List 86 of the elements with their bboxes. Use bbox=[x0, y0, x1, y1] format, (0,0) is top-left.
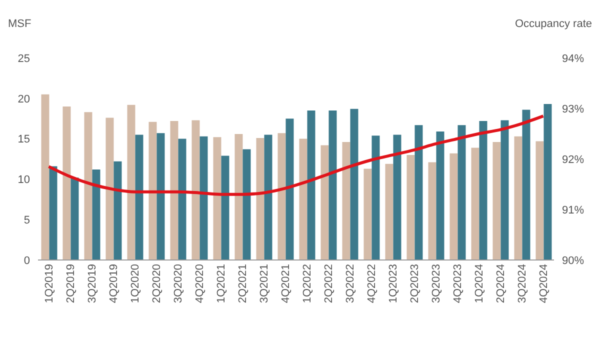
bar bbox=[84, 112, 92, 260]
bar bbox=[41, 94, 50, 260]
bar bbox=[70, 178, 79, 260]
bar bbox=[178, 138, 186, 260]
x-tick-label: 3Q2023 bbox=[430, 264, 443, 304]
bar bbox=[307, 110, 316, 260]
bar bbox=[127, 104, 136, 260]
x-tick-label: 3Q2019 bbox=[86, 264, 99, 304]
bar bbox=[500, 120, 509, 260]
y-tick-label: 20 bbox=[18, 93, 30, 106]
bar bbox=[342, 142, 350, 260]
bar bbox=[299, 138, 308, 260]
bar bbox=[256, 138, 264, 260]
bar bbox=[406, 154, 415, 260]
bar bbox=[536, 141, 544, 260]
bar bbox=[479, 121, 488, 260]
y-tick-label: 10 bbox=[18, 174, 30, 186]
y2-tick-label: 91% bbox=[562, 204, 584, 216]
x-tick-label: 2Q2020 bbox=[151, 264, 164, 304]
bar bbox=[492, 142, 501, 260]
x-tick-label: 1Q2019 bbox=[44, 264, 56, 304]
y2-tick-label: 93% bbox=[562, 103, 584, 116]
x-tick-label: 4Q2022 bbox=[366, 264, 378, 304]
bar bbox=[458, 125, 466, 260]
bar bbox=[350, 108, 358, 260]
bar bbox=[106, 118, 114, 260]
x-tick-label: 4Q2021 bbox=[280, 264, 292, 304]
x-tick-label: 1Q2023 bbox=[388, 264, 400, 304]
x-tick-label: 4Q2023 bbox=[452, 264, 464, 304]
y2-axis-title: Occupancy rate bbox=[514, 18, 592, 30]
bar bbox=[372, 136, 380, 260]
x-tick-label: 2Q2022 bbox=[323, 264, 336, 304]
x-tick-label: 4Q2019 bbox=[108, 264, 120, 304]
bar bbox=[49, 166, 58, 260]
x-tick-label: 1Q2021 bbox=[216, 264, 228, 304]
bar bbox=[92, 170, 100, 260]
bar bbox=[213, 137, 222, 260]
bar bbox=[221, 156, 230, 260]
y2-tick-label: 94% bbox=[562, 52, 584, 65]
bar bbox=[200, 136, 208, 260]
bar bbox=[242, 149, 251, 260]
bar bbox=[393, 134, 402, 260]
bar bbox=[170, 121, 178, 260]
bar bbox=[385, 164, 394, 260]
bar bbox=[364, 168, 372, 260]
bar bbox=[514, 136, 522, 260]
x-tick-label: 4Q2020 bbox=[194, 264, 206, 304]
x-tick-label: 1Q2020 bbox=[130, 264, 142, 304]
bar bbox=[114, 161, 122, 260]
bar bbox=[450, 153, 458, 260]
bar bbox=[436, 132, 444, 260]
bar bbox=[414, 125, 423, 260]
x-tick-label: 4Q2024 bbox=[538, 264, 550, 304]
y-tick-label: 15 bbox=[18, 134, 30, 146]
bar bbox=[278, 133, 286, 260]
bar bbox=[544, 104, 552, 260]
line-series bbox=[47, 114, 545, 196]
y2-tick-label: 90% bbox=[562, 254, 584, 267]
x-tick-label: 3Q2024 bbox=[516, 264, 529, 304]
y-tick-label: 25 bbox=[18, 52, 30, 65]
bar bbox=[428, 162, 436, 260]
x-tick-label: 2Q2021 bbox=[237, 264, 250, 304]
y-axis-title: MSF bbox=[8, 18, 32, 30]
bar bbox=[148, 122, 157, 260]
bar bbox=[286, 118, 294, 260]
y-tick-label: 5 bbox=[24, 214, 30, 227]
x-tick-label: 3Q2021 bbox=[258, 264, 271, 304]
x-tick-label: 2Q2023 bbox=[409, 264, 422, 304]
x-tick-label: 1Q2022 bbox=[302, 264, 314, 304]
x-tick-label: 2Q2019 bbox=[65, 264, 78, 304]
bar bbox=[328, 110, 337, 260]
bar bbox=[234, 134, 243, 260]
y2-tick-label: 92% bbox=[562, 154, 584, 166]
x-tick-label: 3Q2020 bbox=[172, 264, 185, 304]
x-tick-label: 2Q2024 bbox=[495, 264, 508, 304]
x-tick-label: 1Q2024 bbox=[474, 264, 486, 304]
bar bbox=[135, 134, 144, 260]
bar bbox=[320, 145, 329, 260]
x-tick-label: 3Q2022 bbox=[344, 264, 357, 304]
bar bbox=[192, 120, 200, 260]
bar bbox=[62, 106, 71, 260]
bar bbox=[264, 134, 272, 260]
bar bbox=[156, 133, 165, 260]
y-tick-label: 0 bbox=[24, 254, 30, 267]
bar bbox=[522, 110, 530, 260]
bar bbox=[471, 148, 480, 260]
